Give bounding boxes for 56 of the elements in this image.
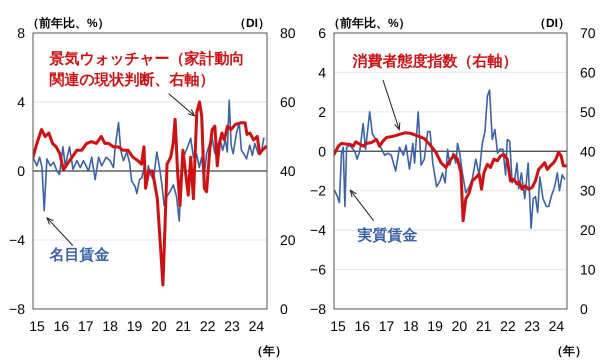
- x-tick-label: 17: [78, 318, 94, 334]
- y2-tick-label: 50: [580, 104, 596, 120]
- x-tick-label: 20: [452, 318, 468, 334]
- y-axis-title: （前年比、%）: [328, 16, 411, 30]
- y-tick-label: 0: [17, 163, 26, 179]
- y2-tick-label: 40: [280, 163, 296, 179]
- x-tick-label: 23: [224, 318, 240, 334]
- x-tick-label: 18: [102, 318, 118, 334]
- y2-tick-label: 70: [580, 25, 596, 41]
- y-tick-label: −4: [9, 232, 26, 248]
- y2-tick-label: 40: [580, 143, 596, 160]
- x-tick-label: 16: [54, 318, 70, 334]
- y2-tick-label: 20: [280, 232, 296, 248]
- y2-tick-label: 0: [280, 301, 288, 317]
- x-tick-label: 23: [524, 318, 540, 334]
- x-tick-label: 21: [175, 318, 192, 334]
- x-tick-label: 22: [500, 318, 516, 334]
- x-tick-label: 16: [354, 318, 370, 334]
- x-tick-label: 24: [248, 318, 264, 334]
- y-tick-label: −8: [310, 301, 326, 317]
- y2-axis-title: （DI）: [234, 16, 270, 30]
- y-tick-label: 0: [318, 143, 326, 160]
- x-tick-label: 19: [126, 318, 142, 334]
- text: 景気ウォッチャー（家計動向関連の現状判断、右軸）: [48, 49, 244, 88]
- x-tick-label: 24: [548, 318, 564, 334]
- y-axis-title: （前年比、%）: [27, 16, 110, 30]
- y2-tick-label: 60: [280, 94, 296, 110]
- y2-tick-label: 20: [580, 222, 596, 238]
- x-tick-label: 20: [151, 318, 167, 334]
- x-tick-label: 15: [330, 318, 346, 334]
- y-tick-label: 2: [318, 104, 326, 120]
- series-label: 実質賃金: [356, 226, 418, 244]
- text: 消費者態度指数（右軸）: [352, 52, 518, 70]
- y-tick-label: −8: [9, 301, 26, 317]
- x-tick-label: 18: [403, 318, 419, 334]
- y-tick-label: 4: [318, 64, 326, 80]
- y-tick-label: −4: [310, 222, 326, 238]
- x-axis-title: （年）: [251, 344, 287, 358]
- y-tick-label: 8: [17, 25, 26, 41]
- y-tick-label: 4: [17, 94, 26, 110]
- y-tick-label: 6: [318, 25, 326, 41]
- x-tick-label: 21: [476, 318, 492, 334]
- x-tick-label: 15: [29, 318, 45, 334]
- y2-tick-label: 0: [580, 301, 588, 317]
- x-tick-label: 17: [378, 318, 395, 334]
- y2-tick-label: 60: [580, 64, 596, 80]
- x-tick-label: 22: [200, 318, 216, 334]
- text: 名目賃金: [48, 246, 110, 264]
- y2-axis-title: （DI）: [534, 16, 570, 30]
- y-tick-label: −2: [310, 182, 326, 199]
- y2-tick-label: 80: [280, 25, 296, 41]
- x-axis-title: （年）: [551, 344, 587, 358]
- y2-tick-label: 30: [580, 182, 596, 199]
- y-tick-label: −6: [310, 262, 326, 278]
- x-tick-label: 19: [427, 318, 444, 334]
- y2-tick-label: 10: [580, 262, 596, 278]
